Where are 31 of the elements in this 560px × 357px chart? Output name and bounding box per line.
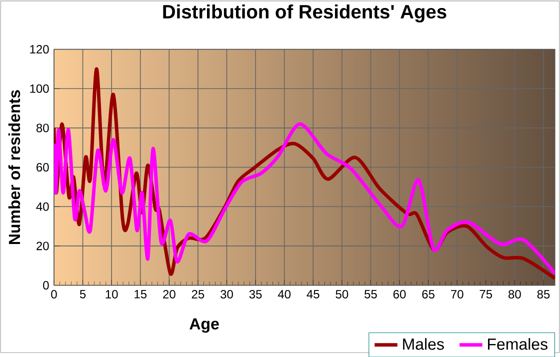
x-tick-label: 10 — [106, 290, 118, 298]
x-tick-label: 45 — [306, 290, 320, 298]
y-tick-label: 60 — [36, 162, 49, 172]
legend-label: Females — [488, 338, 548, 350]
x-tick-label: 15 — [134, 290, 147, 298]
x-tick-label: 55 — [364, 290, 377, 298]
y-tick-label: 100 — [30, 84, 49, 93]
line-series — [54, 122, 555, 276]
x-tick-label: 30 — [220, 290, 233, 298]
y-tick-label: 40 — [36, 202, 49, 211]
y-tick-label: 80 — [36, 124, 49, 132]
x-tick-label: 40 — [278, 290, 291, 298]
x-tick-label: 25 — [192, 290, 204, 298]
x-axis-title: Age — [190, 318, 219, 333]
x-tick-label: 70 — [451, 290, 464, 298]
x-tick-label: 0 — [51, 290, 57, 298]
x-tick-label: 65 — [422, 290, 434, 298]
legend-label: Males — [403, 338, 444, 350]
x-tick-label: 5 — [80, 290, 86, 298]
y-tick-label: 0 — [43, 280, 49, 290]
x-tick-label: 75 — [480, 290, 492, 298]
y-tick-label: 20 — [36, 242, 49, 250]
x-tick-label: 20 — [163, 290, 176, 298]
y-axis-title: Number of residents — [8, 90, 20, 244]
x-tick-label: 60 — [393, 290, 406, 298]
x-tick-label: 85 — [537, 290, 550, 298]
x-tick-label: 35 — [249, 290, 262, 298]
y-tick-label: 120 — [30, 44, 49, 54]
x-tick-label: 50 — [336, 290, 348, 298]
chart-title: Distribution of Residents' Ages — [163, 4, 446, 22]
x-tick-label: 80 — [508, 290, 521, 298]
